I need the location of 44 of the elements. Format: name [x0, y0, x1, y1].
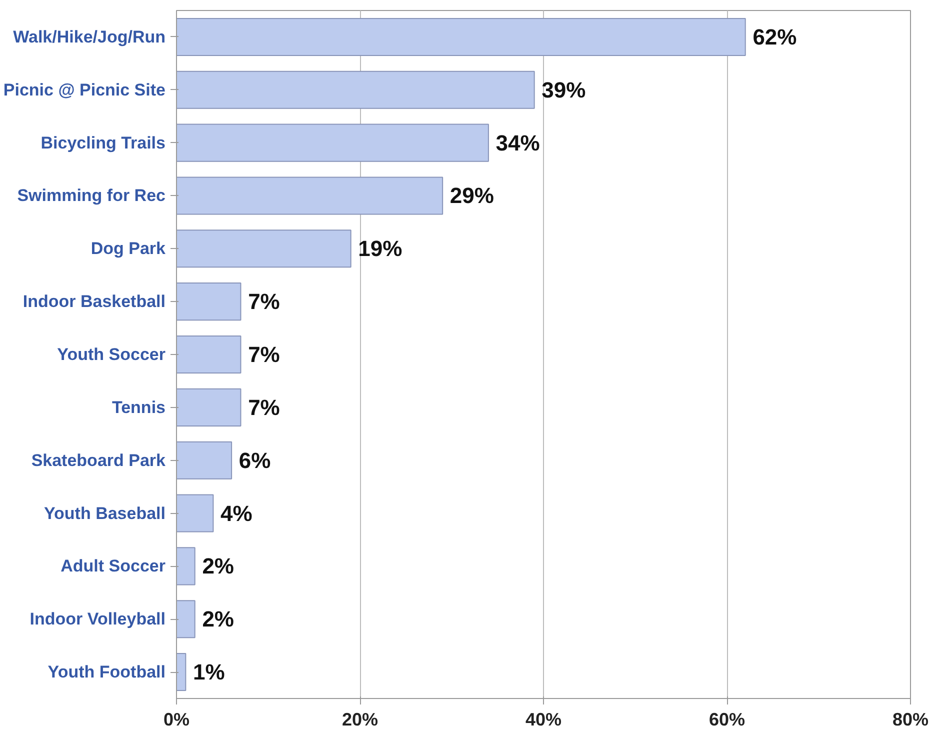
data-label: 1%: [193, 660, 225, 685]
y-tick-label: Indoor Volleyball: [30, 610, 166, 629]
x-tick-label: 80%: [892, 710, 929, 730]
bar: [176, 653, 186, 692]
y-tick-label: Youth Soccer: [57, 345, 166, 364]
y-tick-label: Youth Football: [48, 662, 166, 682]
bar: [176, 124, 489, 162]
bar: [176, 70, 535, 109]
data-label: 7%: [248, 289, 280, 314]
x-tick-label: 40%: [525, 710, 562, 730]
data-label: 6%: [238, 448, 271, 473]
y-tick-label: Walk/Hike/Jog/Run: [13, 27, 166, 46]
data-label: 4%: [220, 500, 252, 526]
bar: [176, 230, 352, 268]
data-label: 29%: [450, 183, 494, 208]
bar: [176, 388, 242, 426]
data-label: 7%: [248, 342, 280, 367]
bar: [176, 494, 214, 532]
bar: [176, 176, 444, 215]
data-label: 2%: [202, 554, 234, 579]
bar: [176, 547, 196, 586]
bar: [176, 335, 242, 374]
data-label: 39%: [542, 77, 586, 102]
y-tick-label: Skateboard Park: [31, 450, 166, 470]
bar: [176, 282, 242, 321]
data-label: 62%: [752, 24, 797, 50]
data-label: 19%: [358, 236, 402, 262]
data-label: 2%: [202, 606, 234, 632]
y-tick-label: Picnic @ Picnic Site: [3, 80, 166, 100]
y-tick-label: Dog Park: [90, 239, 166, 258]
y-tick-label: Youth Baseball: [44, 504, 166, 523]
data-label: 34%: [496, 130, 540, 156]
x-tick-label: 0%: [163, 710, 190, 730]
bar: [176, 18, 746, 56]
x-tick-label: 60%: [708, 710, 746, 730]
y-tick-label: Bicycling Trails: [40, 133, 166, 152]
y-tick-label: Adult Soccer: [60, 556, 166, 576]
x-tick-label: 20%: [342, 710, 378, 730]
y-tick-label: Indoor Basketball: [22, 292, 166, 312]
bar: [176, 600, 196, 638]
y-tick-label: Swimming for Rec: [17, 186, 166, 206]
data-label: 7%: [248, 394, 280, 420]
bar: [176, 441, 232, 480]
y-tick-label: Tennis: [112, 398, 166, 417]
